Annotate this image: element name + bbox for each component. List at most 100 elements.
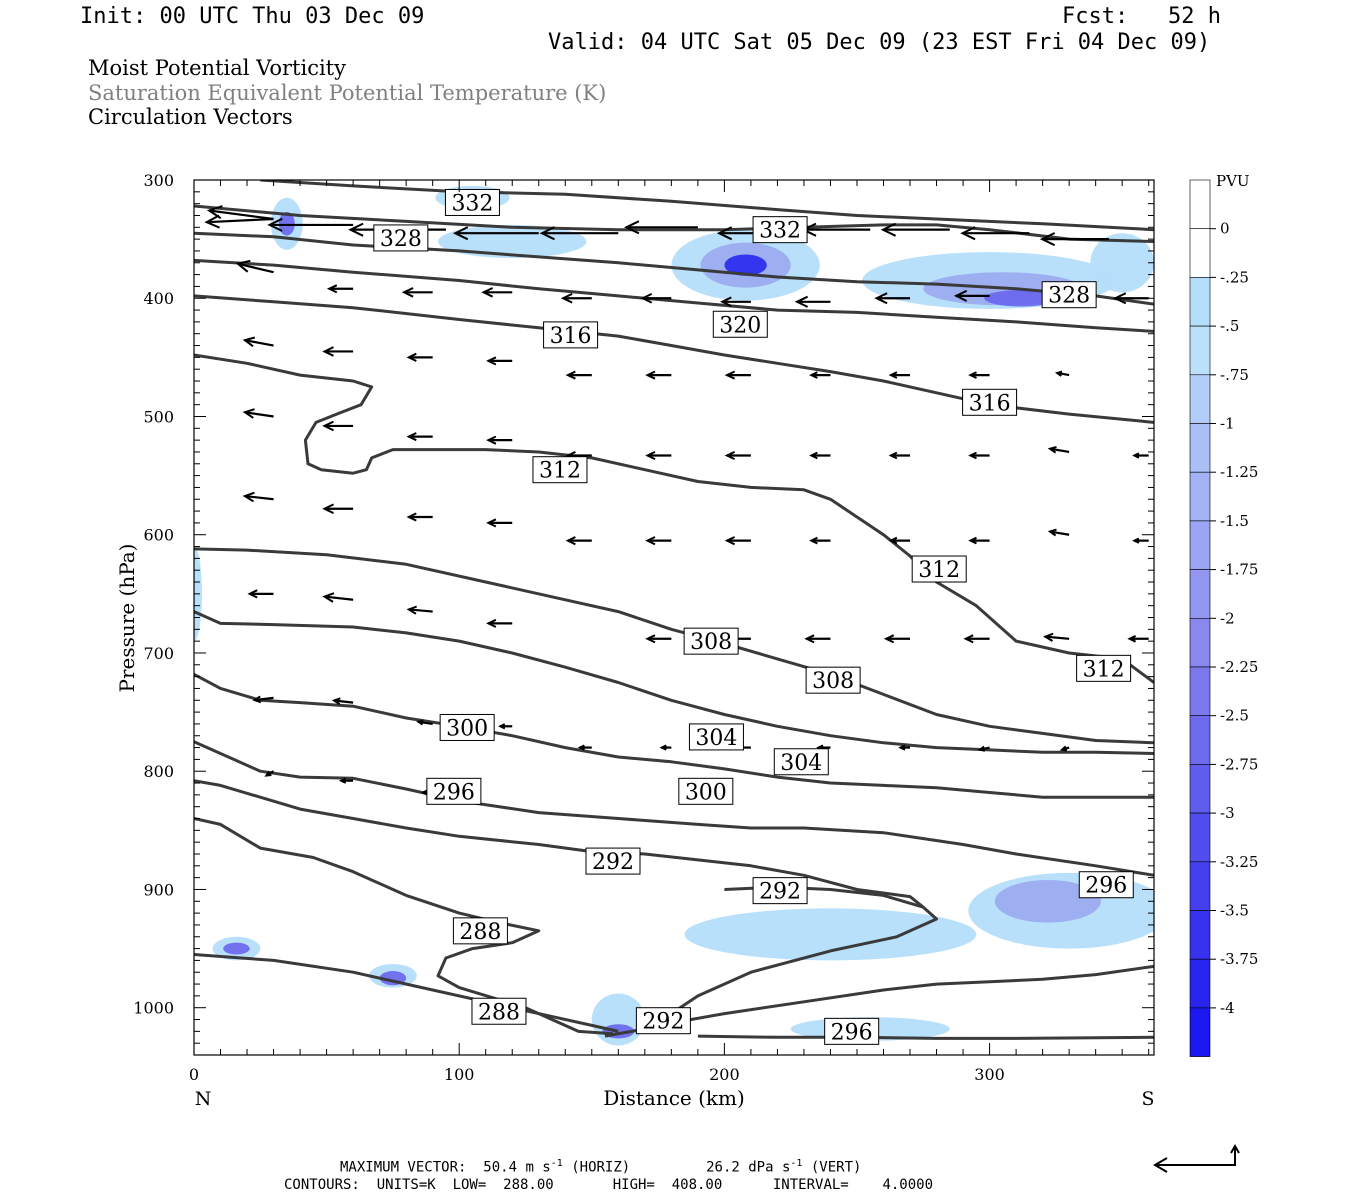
vector-32 (968, 371, 990, 379)
vector-41 (809, 451, 831, 460)
valid-time: Valid: 04 UTC Sat 05 Dec 09 (23 EST Fri … (548, 30, 1211, 55)
y-tick-label-800: 800 (143, 762, 174, 781)
contour-label-9: 312 (1076, 654, 1132, 682)
vector-60 (406, 605, 433, 615)
colorbar-label-1: -.25 (1220, 268, 1249, 286)
horiz-exponent: -1 (550, 1158, 563, 1169)
vector-30 (809, 371, 831, 379)
pv-patch-1 (278, 211, 295, 236)
colorbar-swatch-2 (1189, 277, 1211, 327)
colorbar-label-12: -3 (1220, 804, 1235, 822)
colorbar-swatch-11 (1189, 715, 1211, 765)
colorbar-label-3: -.75 (1220, 366, 1249, 384)
vector-71 (416, 719, 433, 726)
vector-46 (242, 491, 274, 503)
colorbar-swatch-3 (1189, 325, 1211, 376)
y-tick-label-400: 400 (143, 289, 174, 308)
contour-label-14: 304 (773, 748, 829, 776)
vector-74 (659, 744, 672, 751)
field-shaded-title: Moist Potential Vorticity (88, 56, 346, 80)
svg-text:292: 292 (759, 880, 801, 905)
vector-28 (645, 370, 672, 380)
vector-77 (898, 744, 911, 751)
x-tick-label-200: 200 (709, 1065, 740, 1084)
vector-62 (645, 634, 672, 644)
vector-19 (794, 295, 831, 308)
pv-patch-10 (1090, 233, 1154, 293)
reference-vector-icon (1153, 1143, 1240, 1173)
contour-label-16: 300 (678, 777, 734, 805)
pv-patch-15 (223, 942, 250, 955)
vector-29 (724, 370, 751, 380)
contour-labels: 332 328 332 328 316 320 316 312 312 312 308 308 300 3… (373, 188, 1134, 1045)
vector-10 (1039, 232, 1109, 247)
pv-patch-4 (724, 254, 767, 276)
y-tick-label-300: 300 (143, 171, 174, 190)
vector-47 (322, 503, 354, 514)
vector-21 (953, 289, 990, 302)
svg-text:292: 292 (642, 1010, 684, 1035)
theta-contour-296-5 (657, 964, 1154, 1027)
vector-35 (322, 420, 354, 432)
y-tick-label-500: 500 (143, 407, 174, 426)
init-time: Init: 00 UTC Thu 03 Dec 09 (80, 4, 425, 29)
contour-label-13: 304 (688, 723, 744, 751)
colorbar-title: PVU (1216, 172, 1250, 190)
contour-label-2: 332 (752, 216, 808, 244)
theta-contour-292-2 (194, 779, 938, 1038)
svg-text:332: 332 (451, 191, 493, 216)
colorbar-label-5: -1.25 (1220, 463, 1258, 481)
svg-text:304: 304 (695, 726, 737, 751)
vector-54 (888, 536, 911, 545)
vector-36 (406, 432, 433, 442)
contour-label-21: 288 (471, 997, 527, 1025)
colorbar-swatch-6 (1189, 471, 1211, 522)
vector-0 (204, 214, 274, 229)
vector-16 (560, 292, 592, 304)
theta-contour-288-0 (194, 953, 619, 1033)
svg-text:320: 320 (719, 313, 761, 338)
vector-79 (1059, 745, 1070, 752)
vector-14 (401, 287, 433, 298)
y-tick-label-1000: 1000 (133, 999, 174, 1018)
colorbar-swatch-9 (1189, 617, 1211, 668)
vector-56 (1047, 528, 1070, 537)
vector-55 (968, 536, 990, 545)
vector-59 (322, 592, 354, 603)
vector-4 (539, 226, 619, 241)
vector-43 (968, 451, 990, 460)
pv-patch-11 (684, 908, 977, 961)
colorbar-label-9: -2.25 (1220, 658, 1258, 676)
axis-ticks: 300 400 500 600 700 800 900 1000 0 100 200 300 (133, 171, 1154, 1084)
vector-44 (1047, 445, 1070, 454)
vert-exponent: -1 (790, 1158, 803, 1169)
colorbar-label-13: -3.25 (1220, 853, 1258, 871)
contour-label-1: 328 (373, 224, 429, 252)
colorbar-swatch-7 (1189, 520, 1211, 570)
contour-label-3: 328 (1041, 281, 1097, 309)
vector-52 (724, 536, 751, 546)
vector-57 (1132, 537, 1149, 544)
theta-contour-320-12 (194, 258, 1154, 333)
vector-42 (888, 451, 911, 460)
colorbar-label-2: -.5 (1220, 317, 1239, 335)
vector-61 (486, 618, 513, 628)
colorbar-swatch-14 (1189, 861, 1211, 911)
x-tick-label-300: 300 (974, 1065, 1005, 1084)
colorbar-label-16: -4 (1220, 999, 1235, 1017)
vector-64 (804, 634, 831, 644)
vector-81 (338, 777, 354, 784)
colorbar-swatch-5 (1189, 423, 1211, 473)
svg-text:328: 328 (1048, 284, 1090, 309)
vector-33 (1054, 370, 1070, 377)
x-tick-label-0: 0 (189, 1065, 199, 1084)
theta-contour-328-13 (194, 231, 1154, 306)
vector-17 (640, 292, 672, 304)
colorbar-swatch-17 (1189, 1007, 1211, 1057)
vector-65 (883, 634, 911, 644)
footer-max-vector: MAXIMUM VECTOR: 50.4 m s-1 (HORIZ) 26.2 … (340, 1159, 861, 1175)
colorbar-swatch-0 (1189, 179, 1211, 230)
colorbar-swatch-12 (1189, 764, 1211, 814)
vector-3 (452, 226, 539, 241)
